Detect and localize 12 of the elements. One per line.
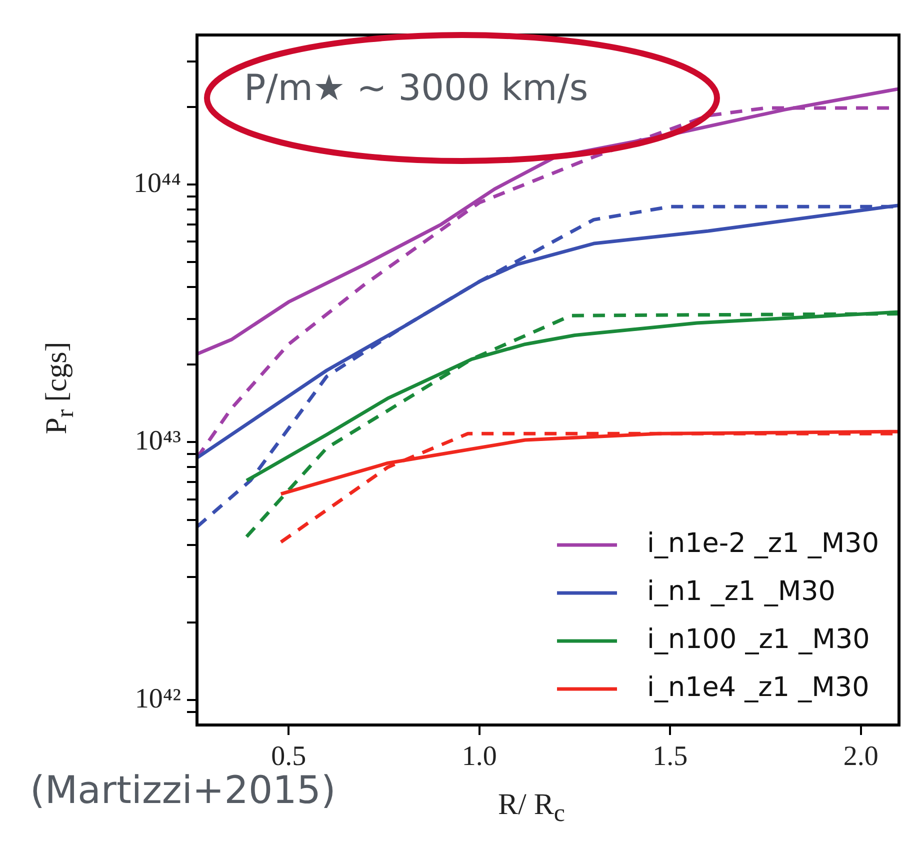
annotation: P/m★ ~ 3000 km/s <box>244 68 588 109</box>
x-tick-label: 2.0 <box>843 741 878 772</box>
x-axis-title: R/ R$_{c}$ <box>498 788 565 828</box>
legend-label: i_n1e4 _z1 _M30 <box>647 672 870 704</box>
x-tick-label: 1.0 <box>462 741 497 772</box>
x-tick-label: 1.5 <box>652 741 688 772</box>
y-tick-label: 10⁴⁴ <box>133 168 181 199</box>
legend-label: i_n1e-2 _z1 _M30 <box>647 528 880 560</box>
y-tick-label: 10⁴² <box>134 683 181 714</box>
y-tick-label: 10⁴³ <box>134 426 181 457</box>
legend-label: i_n1 _z1 _M30 <box>647 576 836 608</box>
legend-label: i_n100 _z1 _M30 <box>647 624 870 656</box>
